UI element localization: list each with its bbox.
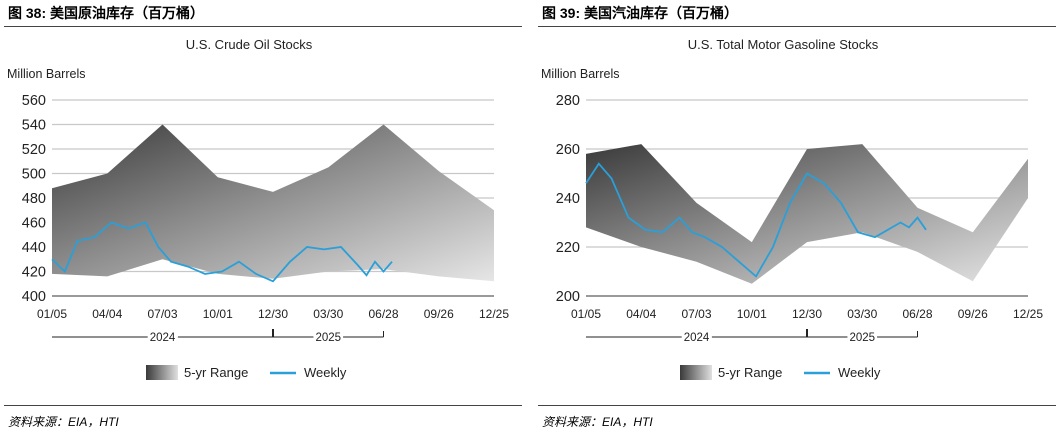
source-note: 资料来源：EIA，HTI bbox=[8, 415, 119, 429]
year-label-2025: 2025 bbox=[315, 332, 341, 344]
y-tick-label: 540 bbox=[22, 118, 46, 134]
y-tick-label: 520 bbox=[22, 142, 46, 158]
chart-crude-oil: U.S. Crude Oil Stocks Million Barrels 40… bbox=[7, 37, 509, 380]
x-tick-label: 01/05 bbox=[37, 307, 67, 321]
y-tick-label: 220 bbox=[556, 240, 580, 256]
year-label-backdrop bbox=[147, 332, 178, 344]
y-tick-label: 200 bbox=[556, 289, 580, 305]
legend-label-range: 5-yr Range bbox=[184, 365, 248, 380]
legend-range-swatch bbox=[146, 365, 178, 380]
source-note: 资料来源：EIA，HTI bbox=[542, 415, 653, 429]
y-tick-label: 400 bbox=[22, 289, 46, 305]
x-tick-label: 07/03 bbox=[681, 307, 711, 321]
x-tick-label: 04/04 bbox=[626, 307, 656, 321]
x-tick-label: 12/25 bbox=[1013, 307, 1043, 321]
legend-label-weekly: Weekly bbox=[838, 365, 881, 380]
y-tick-label: 240 bbox=[556, 191, 580, 207]
legend-range-swatch bbox=[680, 365, 712, 380]
year-label-2024: 2024 bbox=[684, 332, 710, 344]
year-label-2024: 2024 bbox=[150, 332, 176, 344]
top-rule bbox=[4, 26, 522, 27]
x-tick-label: 12/30 bbox=[258, 307, 288, 321]
top-rule bbox=[538, 26, 1056, 27]
x-tick-label: 07/03 bbox=[147, 307, 177, 321]
weekly-series-line bbox=[51, 221, 393, 283]
x-tick-label: 12/25 bbox=[479, 307, 509, 321]
x-tick-label: 03/30 bbox=[847, 307, 877, 321]
y-tick-label: 480 bbox=[22, 191, 46, 207]
y-tick-label: 500 bbox=[22, 167, 46, 183]
bottom-rule bbox=[538, 405, 1056, 406]
figure-title: 图 38: 美国原油库存（百万桶） bbox=[8, 5, 205, 21]
y-tick-label: 560 bbox=[22, 93, 46, 109]
x-tick-label: 09/26 bbox=[424, 307, 454, 321]
bottom-rule bbox=[4, 405, 522, 406]
x-tick-label: 06/28 bbox=[368, 307, 398, 321]
chart-title: U.S. Crude Oil Stocks bbox=[186, 37, 313, 52]
x-tick-label: 03/30 bbox=[313, 307, 343, 321]
y-axis-label: Million Barrels bbox=[541, 67, 620, 81]
range-band-area bbox=[52, 124, 494, 282]
range-band-area bbox=[586, 144, 1028, 284]
year-label-backdrop bbox=[847, 332, 878, 344]
chart-panel-crude: 图 38: 美国原油库存（百万桶） U.S. Crude Oil Stocks … bbox=[4, 0, 522, 434]
year-label-2025: 2025 bbox=[849, 332, 875, 344]
y-tick-label: 440 bbox=[22, 240, 46, 256]
y-axis-label: Million Barrels bbox=[7, 67, 86, 81]
legend-label-range: 5-yr Range bbox=[718, 365, 782, 380]
legend-label-weekly: Weekly bbox=[304, 365, 347, 380]
year-label-backdrop bbox=[681, 332, 712, 344]
y-tick-label: 260 bbox=[556, 142, 580, 158]
figure-title: 图 39: 美国汽油库存（百万桶） bbox=[542, 5, 739, 21]
chart-gasoline: U.S. Total Motor Gasoline Stocks Million… bbox=[541, 37, 1043, 380]
x-tick-label: 10/01 bbox=[737, 307, 767, 321]
y-tick-label: 280 bbox=[556, 93, 580, 109]
x-tick-label: 01/05 bbox=[571, 307, 601, 321]
x-tick-label: 10/01 bbox=[203, 307, 233, 321]
chart-title: U.S. Total Motor Gasoline Stocks bbox=[688, 37, 879, 52]
weekly-series-line bbox=[585, 162, 927, 278]
chart-panel-gasoline: 图 39: 美国汽油库存（百万桶） U.S. Total Motor Gasol… bbox=[538, 0, 1056, 434]
x-tick-label: 12/30 bbox=[792, 307, 822, 321]
y-tick-label: 420 bbox=[22, 265, 46, 281]
x-tick-label: 04/04 bbox=[92, 307, 122, 321]
year-label-backdrop bbox=[313, 332, 344, 344]
y-tick-label: 460 bbox=[22, 216, 46, 232]
x-tick-label: 09/26 bbox=[958, 307, 988, 321]
x-tick-label: 06/28 bbox=[902, 307, 932, 321]
